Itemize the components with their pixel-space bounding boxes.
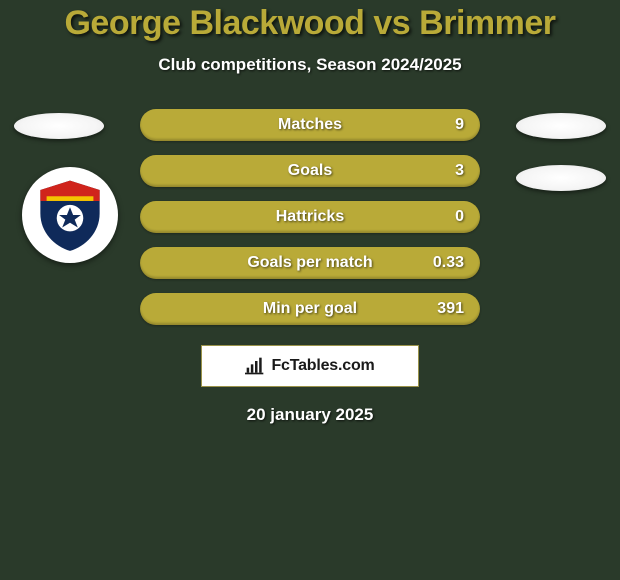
stat-row-matches: Matches 9 bbox=[140, 109, 480, 141]
player-ellipse-right-1 bbox=[516, 113, 606, 139]
stats-area: Matches 9 Goals 3 Hattricks 0 Goals per … bbox=[0, 109, 620, 425]
stat-row-goals: Goals 3 bbox=[140, 155, 480, 187]
stat-label: Hattricks bbox=[276, 208, 344, 226]
infographic-root: George Blackwood vs Brimmer Club competi… bbox=[0, 0, 620, 425]
stat-label: Matches bbox=[278, 116, 342, 134]
page-subtitle: Club competitions, Season 2024/2025 bbox=[0, 55, 620, 75]
stat-row-goals-per-match: Goals per match 0.33 bbox=[140, 247, 480, 279]
stat-label: Min per goal bbox=[263, 300, 357, 318]
brand-text: FcTables.com bbox=[271, 357, 374, 375]
stat-value: 3 bbox=[455, 162, 464, 180]
page-title: George Blackwood vs Brimmer bbox=[0, 4, 620, 43]
player-ellipse-left bbox=[14, 113, 104, 139]
stat-value: 0.33 bbox=[433, 254, 464, 272]
stat-label: Goals bbox=[288, 162, 332, 180]
player-ellipse-right-2 bbox=[516, 165, 606, 191]
stat-rows: Matches 9 Goals 3 Hattricks 0 Goals per … bbox=[140, 109, 480, 325]
club-badge-left bbox=[22, 167, 118, 263]
stat-row-hattricks: Hattricks 0 bbox=[140, 201, 480, 233]
adelaide-united-badge-icon bbox=[31, 176, 109, 254]
stat-value: 9 bbox=[455, 116, 464, 134]
stat-row-min-per-goal: Min per goal 391 bbox=[140, 293, 480, 325]
stat-value: 0 bbox=[455, 208, 464, 226]
bar-chart-icon bbox=[245, 357, 265, 375]
stat-value: 391 bbox=[437, 300, 464, 318]
date-line: 20 january 2025 bbox=[0, 405, 620, 425]
brand-box: FcTables.com bbox=[201, 345, 419, 387]
stat-label: Goals per match bbox=[247, 254, 372, 272]
